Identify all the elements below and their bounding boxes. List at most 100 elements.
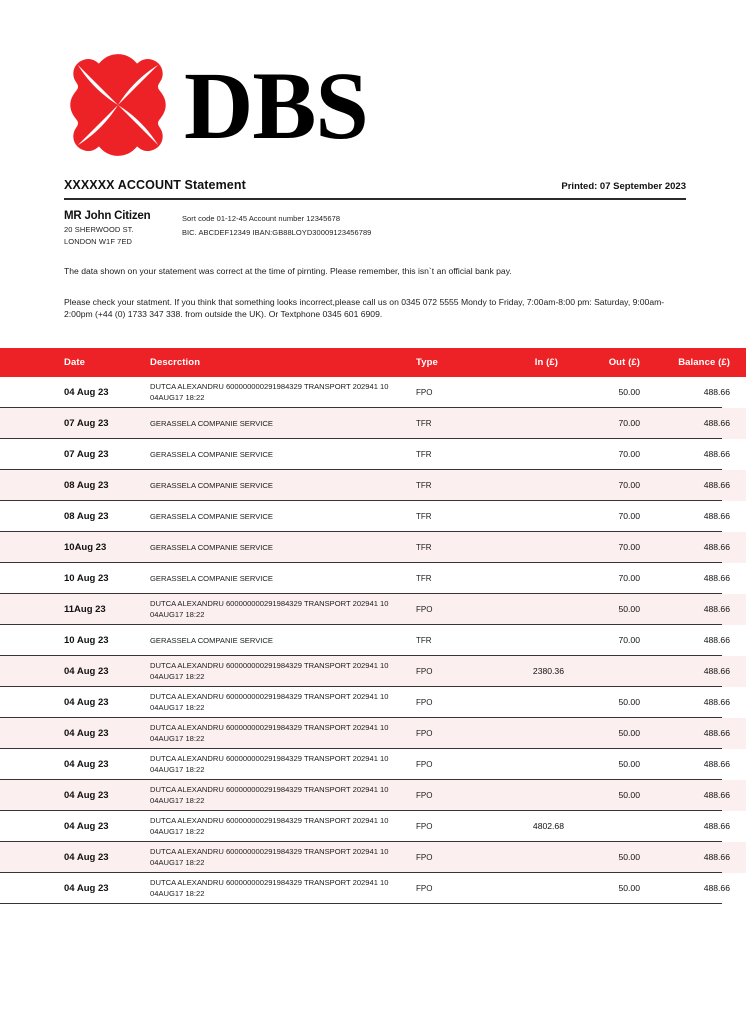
- table-row[interactable]: 07 Aug 23 GERASSELA COMPANIE SERVICE TFR 70…: [0, 439, 746, 471]
- row-separator-trim: [722, 871, 746, 874]
- row-separator-trim: [722, 592, 746, 595]
- cell-out: 50.00: [618, 883, 640, 893]
- row-separator-trim: [722, 747, 746, 750]
- cell-out: 70.00: [618, 418, 640, 428]
- row-separator-trim: [722, 623, 746, 626]
- cell-out: 50.00: [618, 697, 640, 707]
- cell-date: 04 Aug 23: [64, 882, 109, 894]
- cell-type: FPO: [416, 387, 433, 397]
- cell-balance: 488.66: [703, 387, 730, 397]
- row-separator-trim: [722, 499, 746, 502]
- cell-out: 70.00: [618, 573, 640, 583]
- table-row[interactable]: 10Aug 23 GERASSELA COMPANIE SERVICE TFR 70.…: [0, 532, 746, 564]
- cell-date: 08 Aug 23: [64, 479, 109, 491]
- table-row[interactable]: 11Aug 23 DUTCA ALEXANDRU 6000000002919843…: [0, 594, 746, 626]
- cell-date: 08 Aug 23: [64, 510, 109, 522]
- cell-date: 07 Aug 23: [64, 448, 109, 460]
- account-holder-name: MR John Citizen: [64, 210, 151, 222]
- row-separator-trim: [722, 778, 746, 781]
- column-header-date: Date: [64, 357, 85, 368]
- table-row[interactable]: 07 Aug 23 GERASSELA COMPANIE SERVICE TFR 70…: [0, 408, 746, 440]
- cell-description: DUTCA ALEXANDRU 600000000291984329 TRANS…: [150, 692, 389, 712]
- cell-balance: 488.66: [703, 728, 730, 738]
- row-separator-trim: [722, 654, 746, 657]
- table-row[interactable]: 04 Aug 23 DUTCA ALEXANDRU 600000000291984…: [0, 811, 746, 843]
- table-row[interactable]: 04 Aug 23 DUTCA ALEXANDRU 600000000291984…: [0, 873, 746, 905]
- cell-out: 50.00: [618, 604, 640, 614]
- cell-date: 11Aug 23: [64, 603, 106, 615]
- transactions-table: Date Descrction Type In (£) Out (£) Bala…: [0, 348, 746, 905]
- cell-description: DUTCA ALEXANDRU 600000000291984329 TRANS…: [150, 754, 389, 774]
- row-separator-trim: [722, 840, 746, 843]
- cell-balance: 488.66: [703, 449, 730, 459]
- cell-description: GERASSELA COMPANIE SERVICE: [150, 511, 273, 521]
- account-holder-address-2: LONDON W1F 7ED: [64, 236, 133, 246]
- cell-description: GERASSELA COMPANIE SERVICE: [150, 449, 273, 459]
- cell-balance: 488.66: [703, 573, 730, 583]
- bank-details-block: Sort code 01-12-45 Account number 123456…: [182, 212, 602, 241]
- cell-type: TFR: [416, 480, 432, 490]
- table-row[interactable]: 04 Aug 23 DUTCA ALEXANDRU 600000000291984…: [0, 842, 746, 874]
- cell-date: 07 Aug 23: [64, 417, 109, 429]
- cell-out: 70.00: [618, 449, 640, 459]
- cell-out: 50.00: [618, 728, 640, 738]
- row-separator-trim: [722, 902, 746, 905]
- cell-out: 50.00: [618, 387, 640, 397]
- printed-date: Printed: 07 September 2023: [561, 181, 686, 192]
- table-row[interactable]: 04 Aug 23 DUTCA ALEXANDRU 600000000291984…: [0, 749, 746, 781]
- cell-date: 10 Aug 23: [64, 572, 109, 584]
- cell-type: FPO: [416, 790, 433, 800]
- cell-out: 50.00: [618, 790, 640, 800]
- cell-date: 04 Aug 23: [64, 386, 109, 398]
- cell-type: TFR: [416, 418, 432, 428]
- cell-balance: 488.66: [703, 821, 730, 831]
- dbs-diamond-star-icon: [70, 54, 166, 156]
- title-divider: [64, 198, 686, 200]
- cell-out: 70.00: [618, 542, 640, 552]
- table-header-row: Date Descrction Type In (£) Out (£) Bala…: [0, 348, 746, 377]
- account-holder-address-1: 20 SHERWOOD ST.: [64, 225, 134, 234]
- statement-title-row: XXXXXX ACCOUNT Statement Printed: 07 Sep…: [64, 178, 686, 192]
- cell-balance: 488.66: [703, 635, 730, 645]
- table-row[interactable]: 10 Aug 23 GERASSELA COMPANIE SERVICE TFR 70…: [0, 563, 746, 595]
- notice-contact: Please check your statment. If you think…: [64, 297, 665, 320]
- table-row[interactable]: 08 Aug 23 GERASSELA COMPANIE SERVICE TFR 70…: [0, 501, 746, 533]
- row-separator-trim: [722, 561, 746, 564]
- cell-in: 2380.36: [532, 666, 564, 676]
- cell-in: 4802.68: [532, 821, 564, 831]
- table-row[interactable]: 04 Aug 23 DUTCA ALEXANDRU 600000000291984…: [0, 377, 746, 409]
- cell-type: FPO: [416, 697, 433, 707]
- column-header-type: Type: [416, 357, 438, 368]
- column-header-description: Descrction: [150, 356, 201, 368]
- table-row[interactable]: 04 Aug 23 DUTCA ALEXANDRU 600000000291984…: [0, 718, 746, 750]
- cell-description: DUTCA ALEXANDRU 600000000291984329 TRANS…: [150, 599, 389, 619]
- cell-description: DUTCA ALEXANDRU 600000000291984329 TRANS…: [150, 661, 389, 681]
- cell-out: 50.00: [618, 852, 640, 862]
- cell-type: TFR: [416, 449, 432, 459]
- page-title: XXXXXX ACCOUNT Statement: [64, 178, 246, 192]
- table-row[interactable]: 04 Aug 23 DUTCA ALEXANDRU 600000000291984…: [0, 656, 746, 688]
- table-row[interactable]: 04 Aug 23 DUTCA ALEXANDRU 600000000291984…: [0, 687, 746, 719]
- cell-balance: 488.66: [703, 542, 730, 552]
- cell-description: GERASSELA COMPANIE SERVICE: [150, 635, 273, 645]
- cell-type: FPO: [416, 883, 433, 893]
- cell-date: 04 Aug 23: [64, 820, 109, 832]
- cell-date: 04 Aug 23: [64, 789, 109, 801]
- column-header-balance: Balance (£): [678, 357, 730, 368]
- table-row[interactable]: 10 Aug 23 GERASSELA COMPANIE SERVICE TFR 70…: [0, 625, 746, 657]
- cell-date: 04 Aug 23: [64, 727, 109, 739]
- row-separator-trim: [722, 437, 746, 440]
- cell-description: DUTCA ALEXANDRU 600000000291984329 TRANS…: [150, 847, 389, 867]
- brand-wordmark: DBS: [184, 51, 369, 159]
- row-separator-trim: [722, 530, 746, 533]
- cell-balance: 488.66: [703, 759, 730, 769]
- table-row[interactable]: 08 Aug 23 GERASSELA COMPANIE SERVICE TFR 70…: [0, 470, 746, 502]
- cell-balance: 488.66: [703, 604, 730, 614]
- row-separator-trim: [722, 809, 746, 812]
- cell-type: TFR: [416, 542, 432, 552]
- cell-description: GERASSELA COMPANIE SERVICE: [150, 480, 273, 490]
- cell-date: 10 Aug 23: [64, 634, 109, 646]
- table-row[interactable]: 04 Aug 23 DUTCA ALEXANDRU 600000000291984…: [0, 780, 746, 812]
- column-header-in: In (£): [534, 357, 558, 368]
- cell-type: TFR: [416, 635, 432, 645]
